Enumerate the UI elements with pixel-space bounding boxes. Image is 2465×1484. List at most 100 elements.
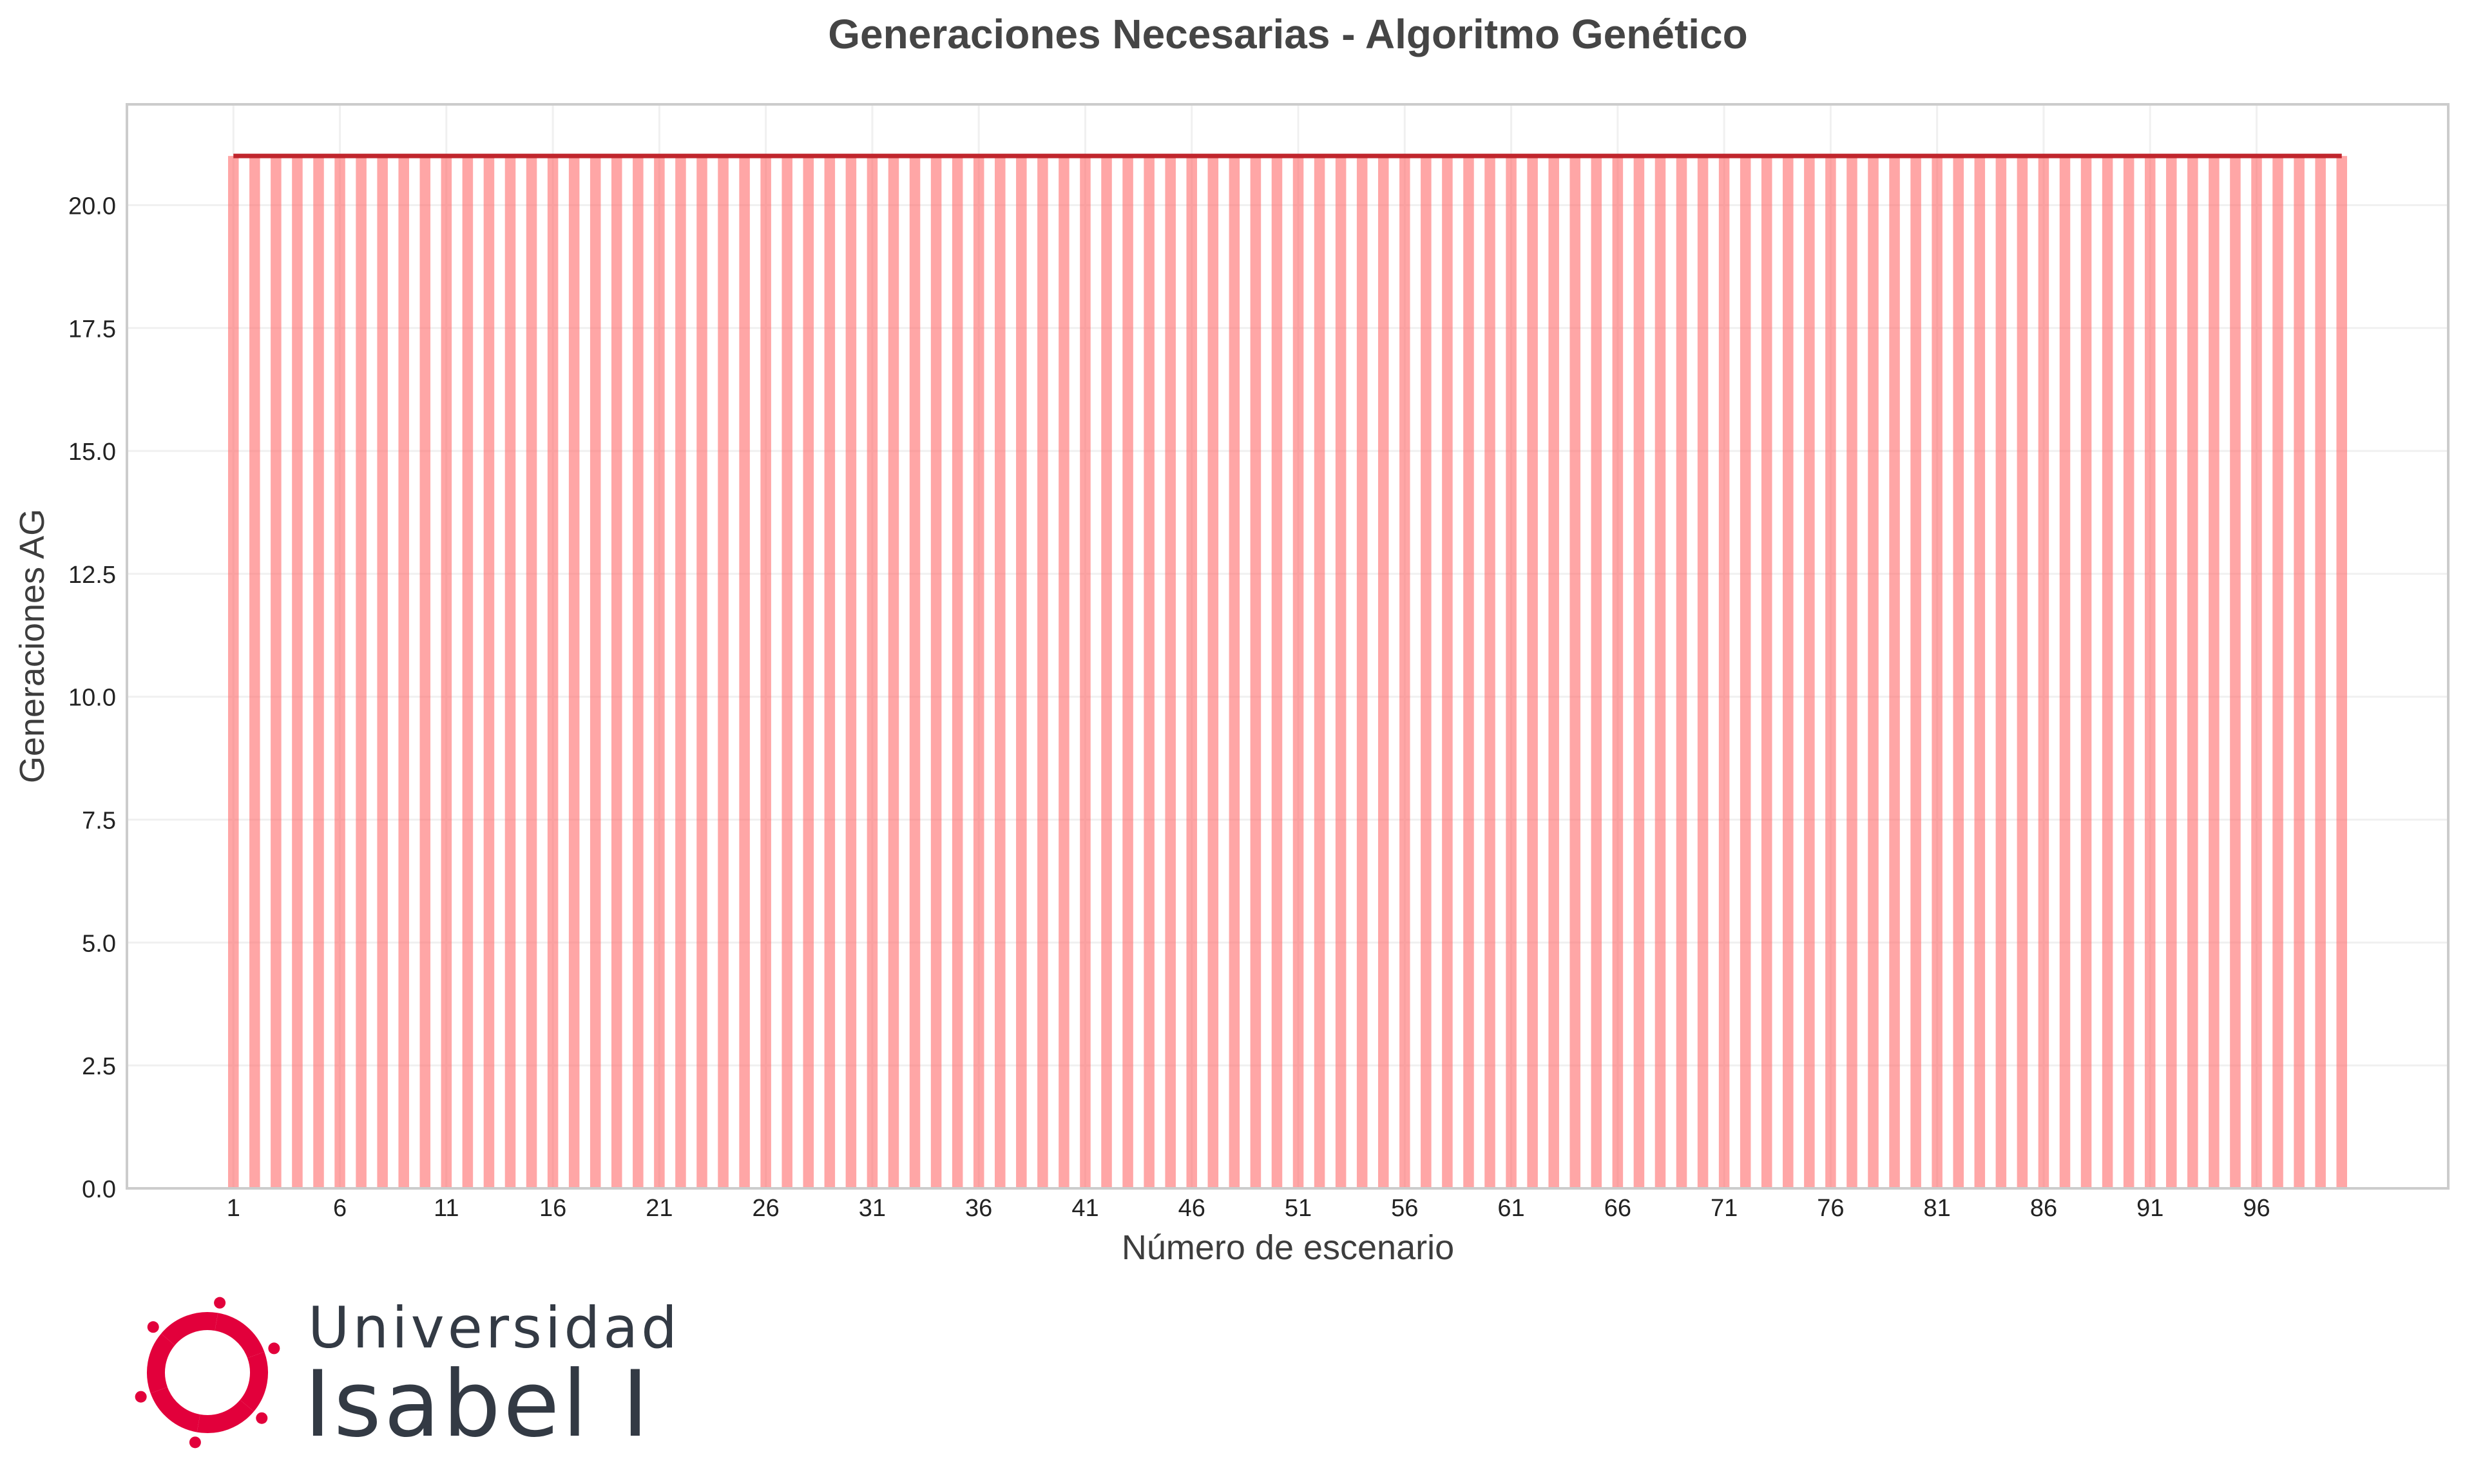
bar [1335, 156, 1347, 1189]
bar [760, 156, 771, 1189]
bar [1292, 156, 1304, 1189]
bar [1548, 156, 1559, 1189]
logo-arc-segment [147, 1333, 175, 1394]
bar [1377, 156, 1389, 1189]
bar [2038, 156, 2049, 1189]
logo-point [135, 1391, 147, 1403]
bar [2144, 156, 2156, 1189]
bar [1804, 156, 1815, 1189]
bar [1718, 156, 1730, 1189]
bar [2251, 156, 2262, 1189]
y-tick-label: 15.0 [68, 439, 116, 466]
bar [994, 156, 1006, 1189]
bar [504, 156, 516, 1189]
bar [2017, 156, 2028, 1189]
y-tick-label: 0.0 [82, 1176, 116, 1203]
bar [633, 156, 644, 1189]
logo-point [147, 1321, 159, 1333]
bar [1676, 156, 1687, 1189]
bar [2336, 156, 2347, 1189]
bar [292, 156, 303, 1189]
bar [1825, 156, 1836, 1189]
plot-area [126, 103, 2450, 1190]
y-tick-label: 17.5 [68, 316, 116, 343]
y-axis-label: Generaciones AG [13, 509, 52, 783]
bar [1889, 156, 1900, 1189]
x-tick-label: 71 [1711, 1195, 1738, 1222]
y-tick-label: 5.0 [82, 930, 116, 957]
plot-frame [126, 103, 2450, 1190]
x-tick-label: 81 [1924, 1195, 1951, 1222]
bar [1591, 156, 1602, 1189]
x-tick-label: 76 [1817, 1195, 1844, 1222]
bar [1356, 156, 1368, 1189]
logo-arc-segment [214, 1313, 265, 1358]
bar [2294, 156, 2305, 1189]
bar [1612, 156, 1624, 1189]
logo-line-2: Isabel I [304, 1351, 651, 1458]
logo-emblem-icon [135, 1297, 280, 1449]
bar [1250, 156, 1261, 1189]
x-tick-label: 36 [965, 1195, 992, 1222]
bar [249, 156, 260, 1189]
bar [739, 156, 750, 1189]
bar [1527, 156, 1538, 1189]
bar [2315, 156, 2326, 1189]
bars-layer [228, 156, 2347, 1189]
bar [1655, 156, 1666, 1189]
bar [1697, 156, 1709, 1189]
bar [377, 156, 388, 1189]
bar [1016, 156, 1027, 1189]
bar [2102, 156, 2113, 1189]
logo-arc-segment [150, 1387, 201, 1432]
x-tick-label: 6 [333, 1195, 347, 1222]
x-tick-label: 86 [2030, 1195, 2057, 1222]
bar [1399, 156, 1410, 1189]
x-tick-label: 31 [859, 1195, 886, 1222]
bar [2080, 156, 2092, 1189]
bar [1633, 156, 1645, 1189]
bar [824, 156, 836, 1189]
bar [1229, 156, 1240, 1189]
bar [675, 156, 686, 1189]
bar [1442, 156, 1453, 1189]
x-tick-label: 21 [646, 1195, 673, 1222]
bar [1186, 156, 1198, 1189]
bar [2166, 156, 2177, 1189]
bar [973, 156, 984, 1189]
bar [356, 156, 367, 1189]
x-tick-label: 46 [1178, 1195, 1205, 1222]
bar [462, 156, 474, 1189]
logo-arc-segment [240, 1351, 268, 1412]
logo-point [256, 1412, 268, 1424]
bar [952, 156, 963, 1189]
logo-arc-segment [160, 1312, 218, 1346]
y-axis-ticks: 0.0 2.5 5.0 7.5 10.0 12.5 15.0 17.5 20.0 [68, 193, 116, 1203]
bar [1783, 156, 1794, 1189]
logo-point [189, 1436, 201, 1449]
bar [1314, 156, 1325, 1189]
bar [419, 156, 431, 1189]
y-tick-label: 2.5 [82, 1053, 116, 1080]
bar [1207, 156, 1219, 1189]
x-tick-label: 96 [2243, 1195, 2270, 1222]
bar [1761, 156, 1772, 1189]
bar [441, 156, 452, 1189]
x-tick-label: 26 [753, 1195, 780, 1222]
x-tick-label: 1 [227, 1195, 240, 1222]
chart-title: Generaciones Necesarias - Algoritmo Gené… [828, 11, 1747, 57]
bar [888, 156, 899, 1189]
bar [547, 156, 559, 1189]
bar [1974, 156, 1986, 1189]
bar [313, 156, 324, 1189]
logo-arc-segment [197, 1400, 254, 1433]
bar [2123, 156, 2134, 1189]
bar [1953, 156, 1964, 1189]
bar [1506, 156, 1517, 1189]
bar [590, 156, 601, 1189]
y-tick-label: 12.5 [68, 562, 116, 589]
x-tick-label: 11 [434, 1195, 459, 1222]
bar [2187, 156, 2198, 1189]
bar [2230, 156, 2241, 1189]
bar [1037, 156, 1048, 1189]
